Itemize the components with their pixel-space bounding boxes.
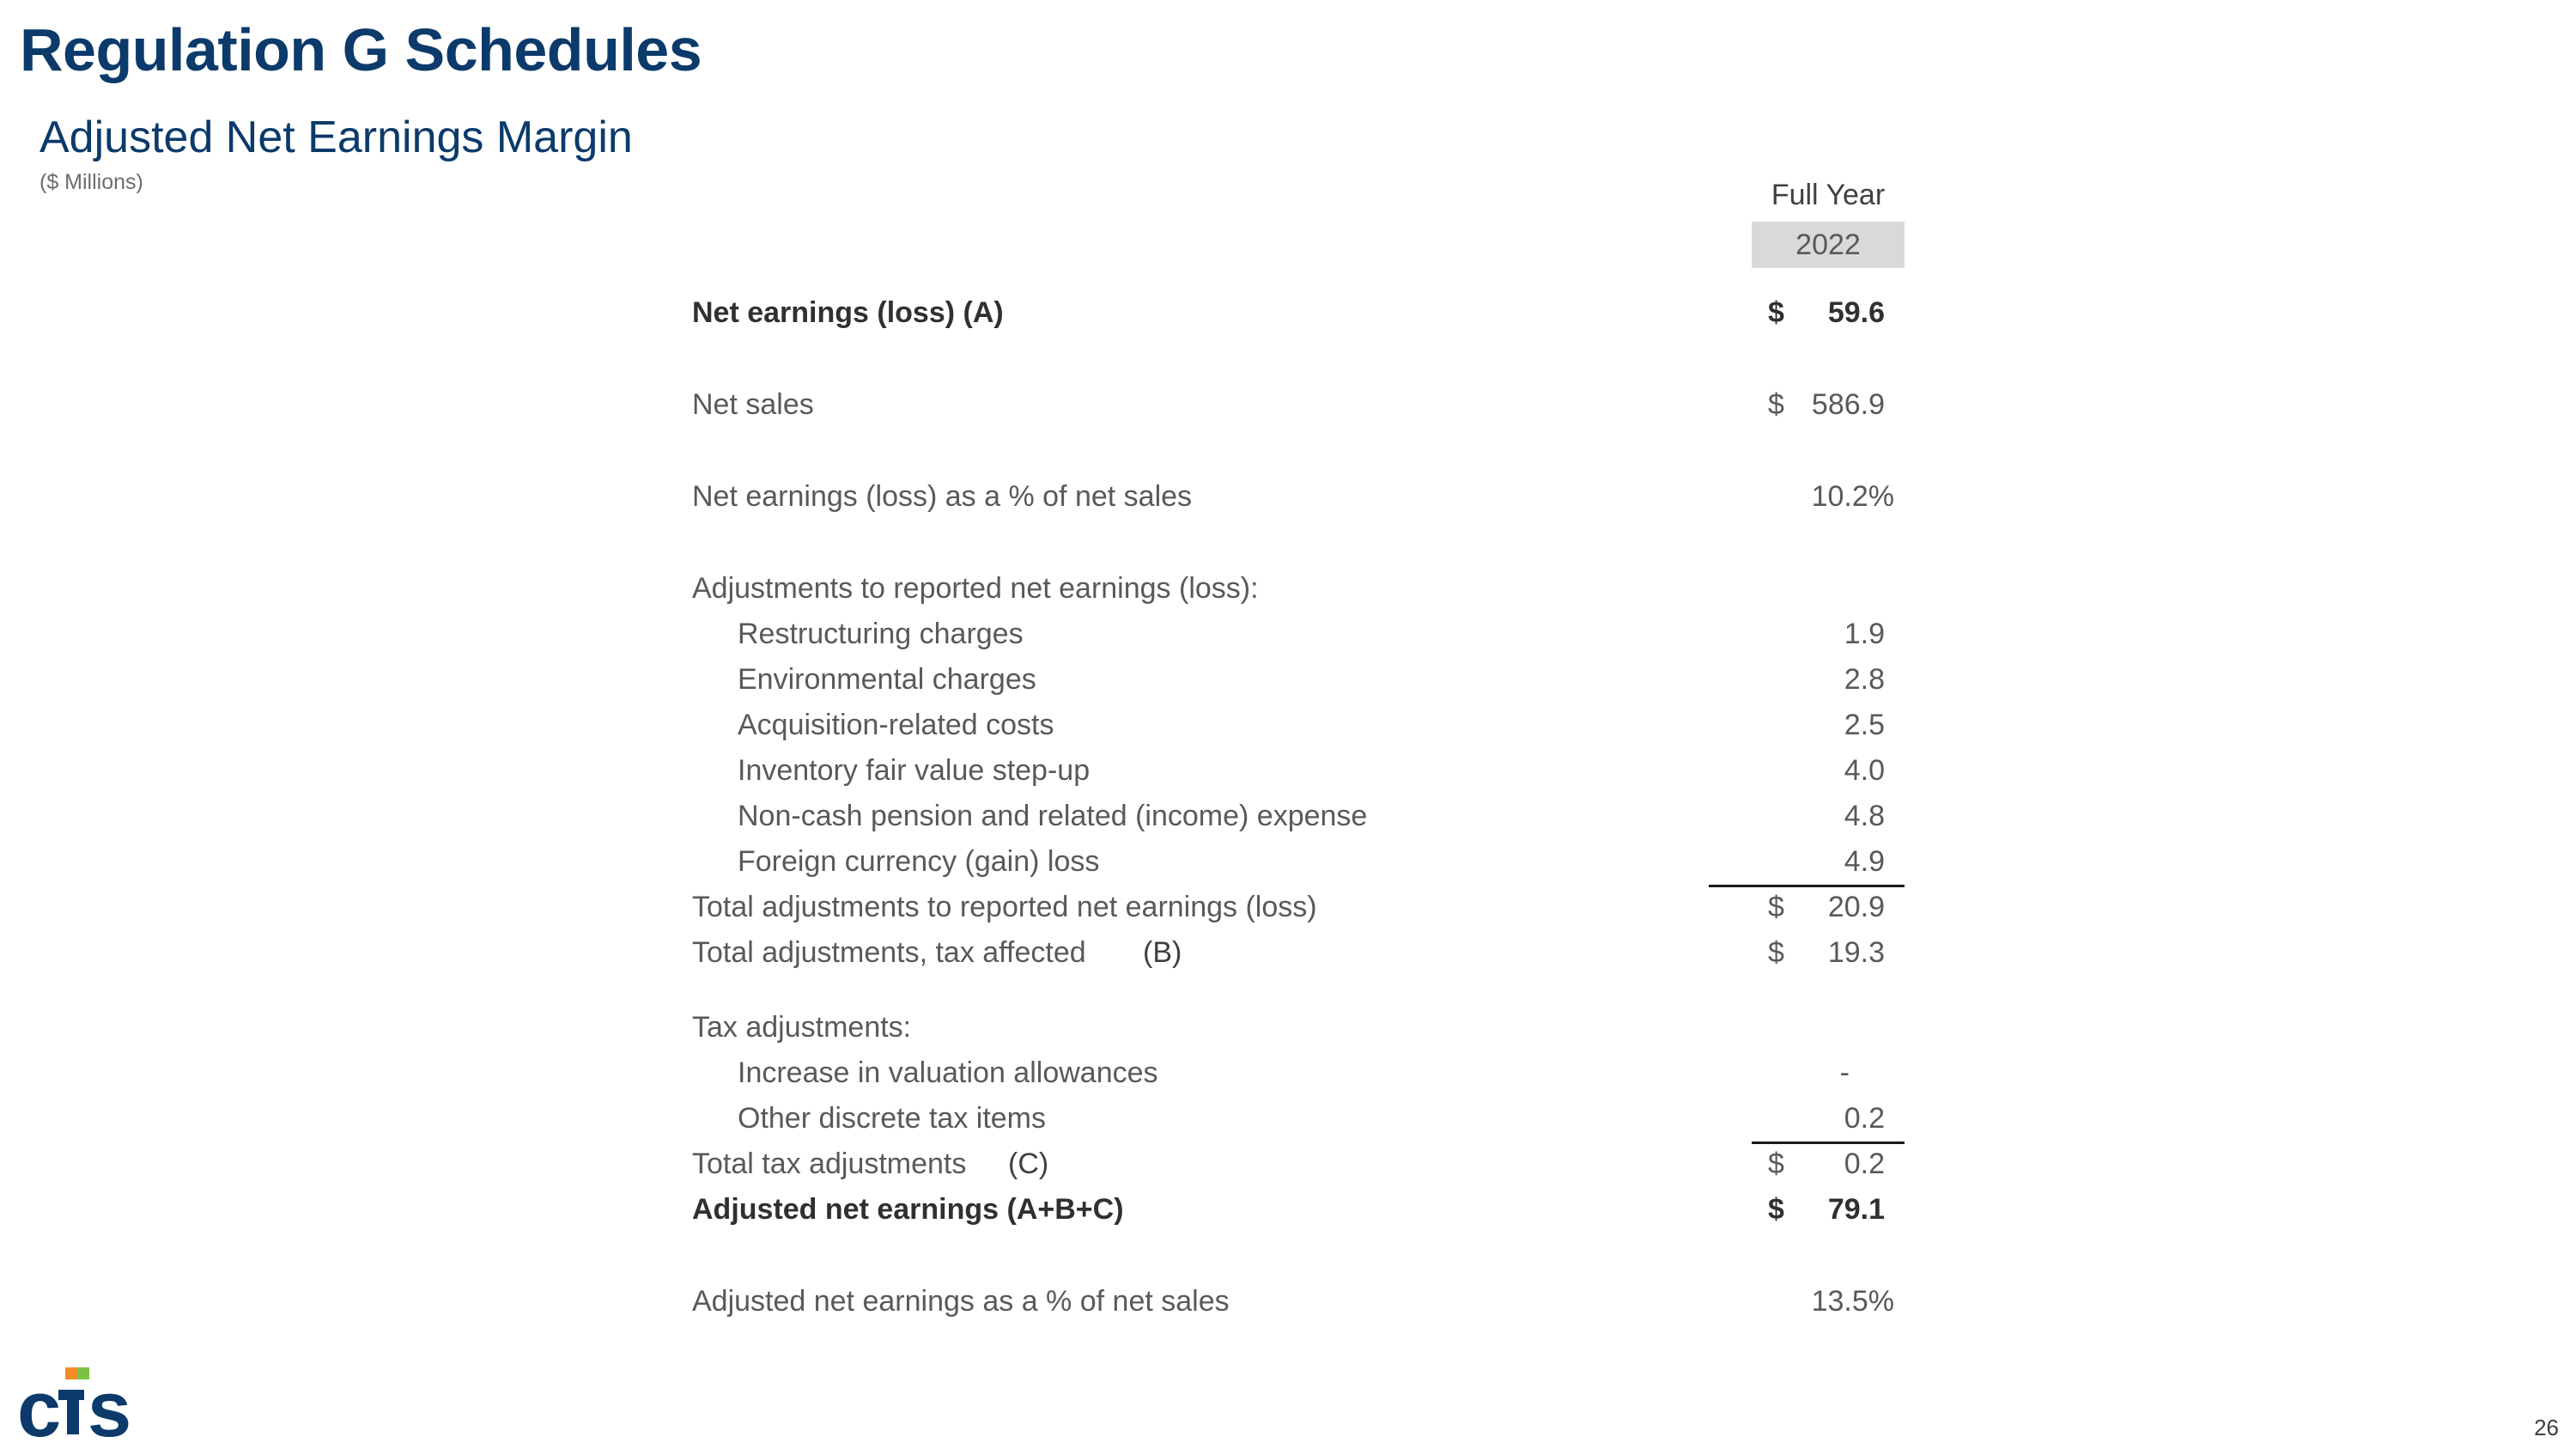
column-period-label: Full Year: [1771, 179, 1886, 211]
svg-text:s: s: [88, 1366, 131, 1441]
table-row-net-sales: Net sales $ 586.9: [692, 382, 1905, 428]
row-label: Adjustments to reported net earnings (lo…: [692, 572, 1259, 605]
currency-symbol: $: [1768, 1193, 1784, 1226]
row-label: Non-cash pension and related (income) ex…: [738, 800, 1368, 832]
row-label: Environmental charges: [738, 663, 1036, 696]
subtotal-rule: [1709, 885, 1905, 887]
table-row-inventory: Inventory fair value step-up 4.0: [692, 748, 1905, 794]
row-label: Foreign currency (gain) loss: [738, 845, 1100, 878]
row-label: Other discrete tax items: [738, 1102, 1047, 1135]
subtotal-rule: [1752, 1142, 1905, 1144]
section-subtitle: Adjusted Net Earnings Margin: [39, 113, 633, 162]
row-value: 0.2: [1844, 1102, 1885, 1135]
table-row-tax-affected: Total adjustments, tax affected (B) $ 19…: [692, 930, 1905, 976]
row-label: Tax adjustments:: [692, 1011, 912, 1044]
row-label: Increase in valuation allowances: [738, 1056, 1158, 1089]
row-value: 586.9: [1811, 388, 1885, 421]
row-value: 2.5: [1844, 709, 1885, 741]
row-value: 1.9: [1844, 618, 1885, 650]
row-value: 19.3: [1827, 936, 1885, 969]
row-value: 59.6: [1827, 296, 1885, 329]
row-label: Net earnings (loss) as a % of net sales: [692, 480, 1193, 513]
row-label: Total tax adjustments: [692, 1148, 967, 1180]
row-label: Restructuring charges: [738, 618, 1024, 650]
table-row-discrete-tax: Other discrete tax items 0.2: [692, 1096, 1905, 1142]
row-value: 79.1: [1827, 1193, 1885, 1226]
cts-logo: c s: [17, 1366, 131, 1441]
row-label: Inventory fair value step-up: [738, 754, 1091, 787]
table-row-net-earnings-pct: Net earnings (loss) as a % of net sales …: [692, 474, 1905, 520]
table-row-total-tax: Total tax adjustments (C) $ 0.2: [692, 1142, 1905, 1187]
row-value: 13.5%: [1811, 1285, 1894, 1318]
table-row-net-earnings: Net earnings (loss) (A) $ 59.6: [692, 290, 1905, 336]
row-label: Total adjustments to reported net earnin…: [692, 891, 1317, 923]
svg-text:c: c: [17, 1366, 61, 1441]
row-value: 20.9: [1827, 891, 1885, 923]
table-row-foreign-currency: Foreign currency (gain) loss 4.9: [692, 839, 1905, 885]
page-number: 26: [2534, 1415, 2559, 1440]
row-value: 4.0: [1844, 754, 1885, 787]
table-row-adjusted-net-earnings: Adjusted net earnings (A+B+C) $ 79.1: [692, 1187, 1905, 1233]
table-row-adjusted-pct: Adjusted net earnings as a % of net sale…: [692, 1279, 1905, 1324]
table-row-acquisition: Acquisition-related costs 2.5: [692, 703, 1905, 748]
row-value: 0.2: [1844, 1148, 1885, 1180]
page-title: Regulation G Schedules: [20, 16, 702, 83]
currency-symbol: $: [1768, 891, 1784, 923]
table-row-adjustments-heading: Adjustments to reported net earnings (lo…: [692, 566, 1905, 612]
row-value: 2.8: [1844, 663, 1885, 696]
currency-symbol: $: [1768, 296, 1784, 329]
row-value: 4.8: [1844, 800, 1885, 832]
row-value: 4.9: [1844, 845, 1885, 878]
row-label: Total adjustments, tax affected: [692, 936, 1086, 969]
units-note: ($ Millions): [39, 170, 143, 194]
currency-symbol: $: [1768, 388, 1784, 421]
row-label: Net sales: [692, 388, 814, 421]
currency-symbol: $: [1768, 1148, 1784, 1180]
row-reference: (C): [1008, 1148, 1049, 1180]
row-reference: (B): [1143, 936, 1182, 969]
table-row-pension: Non-cash pension and related (income) ex…: [692, 794, 1905, 839]
table-row-restructuring: Restructuring charges 1.9: [692, 612, 1905, 657]
table-row-valuation-allowances: Increase in valuation allowances -: [692, 1050, 1905, 1096]
column-year-header: 2022: [1752, 222, 1905, 268]
row-label: Net earnings (loss) (A): [692, 296, 1004, 329]
row-label: Adjusted net earnings as a % of net sale…: [692, 1285, 1230, 1318]
table-row-tax-heading: Tax adjustments:: [692, 1005, 1905, 1050]
currency-symbol: $: [1768, 936, 1784, 969]
row-label: Acquisition-related costs: [738, 709, 1054, 741]
row-label: Adjusted net earnings (A+B+C): [692, 1193, 1124, 1226]
row-value: -: [1839, 1056, 1850, 1089]
table-row-total-adjustments: Total adjustments to reported net earnin…: [692, 885, 1905, 930]
row-value: 10.2%: [1811, 480, 1894, 513]
table-row-environmental: Environmental charges 2.8: [692, 657, 1905, 703]
